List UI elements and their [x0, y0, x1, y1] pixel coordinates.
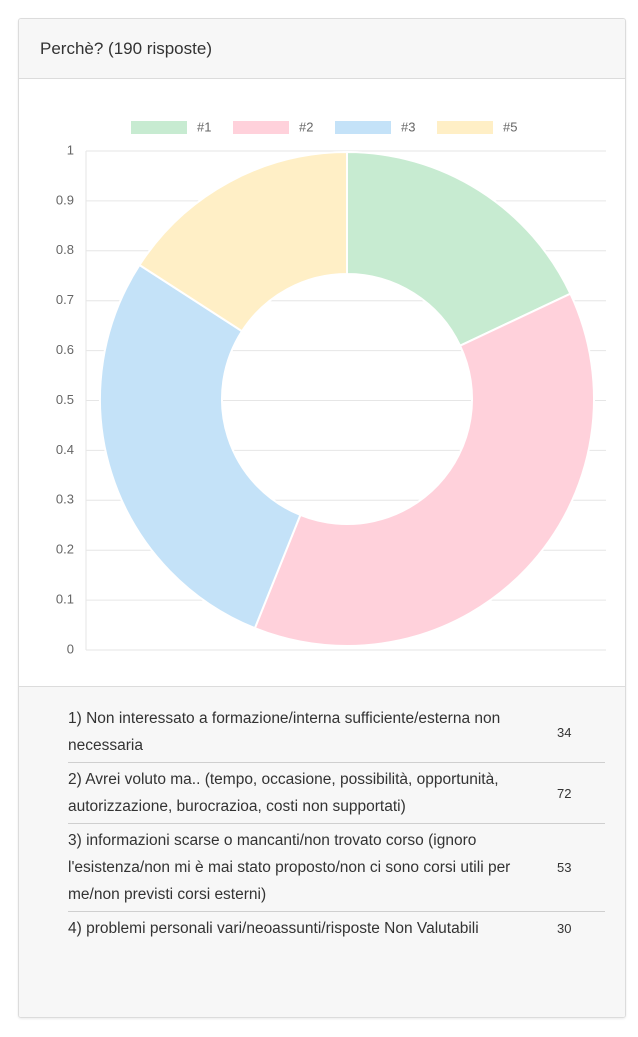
y-tick-label: 0.3 — [56, 492, 74, 507]
row-count: 34 — [557, 724, 572, 740]
y-tick-label: 0.6 — [56, 342, 74, 357]
chart: 0 0.1 0.2 0.3 0.4 0.5 0.6 0.7 0.8 0.9 1 #1 #2 #3 #5 — [19, 79, 625, 686]
legend-swatch — [335, 121, 391, 134]
doughnut-segment — [346, 150, 572, 348]
y-tick-label: 1 — [67, 142, 74, 157]
row-label: 3) informazioni scarse o mancanti/non tr… — [68, 823, 553, 912]
table-row: 3) informazioni scarse o mancanti/non tr… — [68, 823, 605, 912]
legend-label: #2 — [299, 119, 313, 134]
y-tick-label: 0.1 — [56, 592, 74, 607]
legend-label: #1 — [197, 119, 211, 134]
y-tick-label: 0.4 — [56, 442, 74, 457]
y-tick-label: 0.5 — [56, 392, 74, 407]
row-label: 1) Non interessato a formazione/interna … — [68, 710, 501, 754]
table-row: 1) Non interessato a formazione/interna … — [68, 702, 605, 763]
row-label: 4) problemi personali vari/neoassunti/ri… — [68, 911, 553, 945]
table: 1) Non interessato a formazione/interna … — [68, 702, 605, 945]
y-tick-label: 0.8 — [56, 242, 74, 257]
y-tick-label: 0.7 — [56, 292, 74, 307]
doughnut-segment — [253, 292, 595, 647]
legend-swatch — [233, 121, 289, 134]
table-area: 1) Non interessato a formazione/interna … — [19, 686, 625, 1017]
y-tick-label: 0 — [67, 641, 74, 656]
doughnut-segment — [138, 150, 348, 333]
card-title: Perchè? (190 risposte) — [19, 19, 625, 79]
y-tick-label: 0.9 — [56, 192, 74, 207]
legend-label: #5 — [503, 119, 517, 134]
legend-swatch — [437, 121, 493, 134]
doughnut-segment — [98, 263, 302, 630]
table-row: 2) Avrei voluto ma.. (tempo, occasione, … — [68, 762, 605, 824]
legend-label: #3 — [401, 119, 415, 134]
card: Perchè? (190 risposte) 0 0.1 0.2 0.3 0.4 0.5 0… — [18, 18, 626, 1018]
row-count: 72 — [553, 762, 605, 824]
table-row: 4) problemi personali vari/neoassunti/ri… — [68, 911, 605, 945]
row-count: 53 — [553, 823, 605, 912]
row-count: 30 — [553, 911, 605, 945]
y-tick-label: 0.2 — [56, 542, 74, 557]
legend-swatch — [131, 121, 187, 134]
row-label: 2) Avrei voluto ma.. (tempo, occasione, … — [68, 762, 553, 824]
